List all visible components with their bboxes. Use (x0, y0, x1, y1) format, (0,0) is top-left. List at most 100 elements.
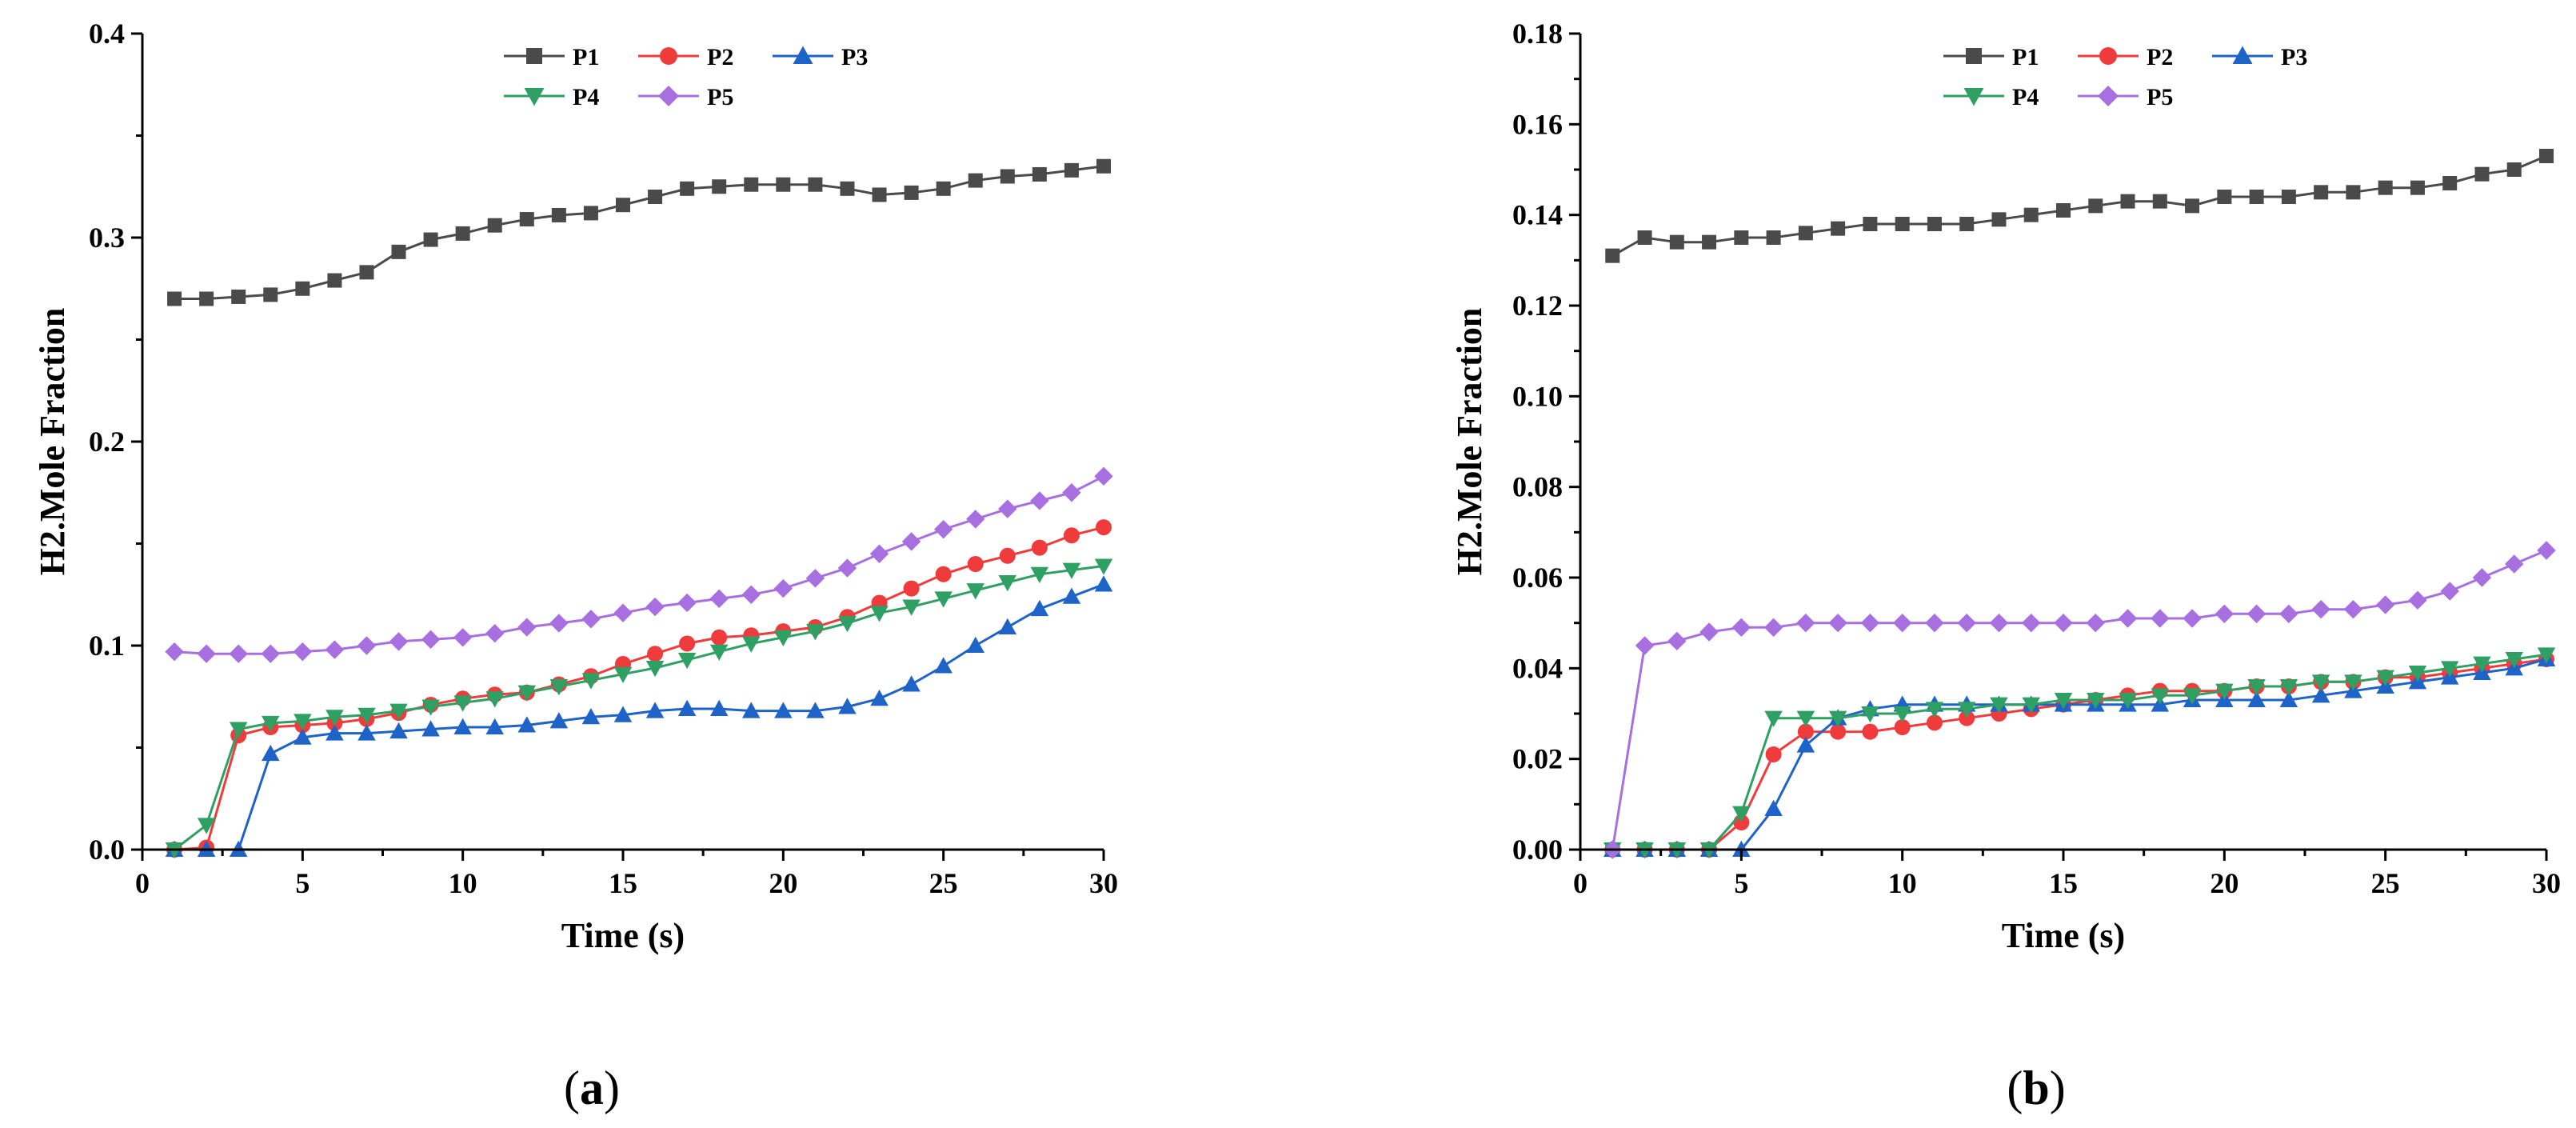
data-point-p3 (2279, 690, 2298, 707)
data-point-p5 (2118, 609, 2138, 628)
data-point-p5 (2086, 613, 2105, 633)
y-tick-label: 0.10 (1512, 380, 1563, 412)
data-point-p5 (1094, 466, 1113, 486)
data-point-p5 (2408, 590, 2427, 610)
data-point-p3 (806, 702, 825, 718)
data-point-p4 (581, 673, 601, 690)
legend-label: P4 (2012, 84, 2039, 110)
data-point-p4 (357, 707, 376, 724)
data-point-p1 (1702, 234, 1717, 250)
data-point-p5 (1925, 613, 1944, 633)
legend-item-p1: P1 (1943, 44, 2039, 70)
data-point-p5 (2537, 541, 2556, 560)
data-point-p1 (2120, 194, 2135, 209)
data-point-p4 (1828, 710, 1847, 727)
data-point-p1 (551, 207, 566, 222)
data-point-p4 (645, 661, 665, 678)
data-point-p2 (1959, 710, 1975, 726)
data-point-p2 (1031, 539, 1048, 556)
data-point-p4 (2247, 679, 2266, 696)
data-point-p5 (2505, 554, 2524, 574)
data-point-p1 (2442, 176, 2458, 190)
legend-marker-p2 (660, 47, 677, 65)
legend-label: P2 (707, 44, 733, 70)
data-point-p3 (2311, 686, 2330, 703)
data-point-p2 (935, 566, 952, 582)
data-point-p1 (2378, 180, 2393, 195)
x-tick-label: 15 (609, 867, 637, 899)
data-point-p4 (2022, 697, 2040, 714)
y-tick-label: 0.3 (89, 222, 125, 254)
y-tick-label: 0.06 (1512, 562, 1563, 594)
data-point-p1 (1096, 158, 1111, 174)
x-axis-title: Time (s) (2002, 916, 2125, 955)
x-tick-label: 0 (1573, 867, 1588, 899)
data-point-p1 (2217, 190, 2232, 204)
data-point-p1 (2506, 162, 2522, 177)
data-point-p5 (581, 610, 601, 629)
data-point-p1 (327, 273, 342, 288)
data-point-p4 (966, 583, 984, 600)
data-point-p4 (2376, 670, 2394, 686)
data-point-p5 (165, 642, 184, 662)
data-point-p4 (549, 679, 569, 696)
data-point-p5 (421, 630, 441, 650)
data-point-p1 (2152, 194, 2167, 209)
data-point-p1 (2281, 190, 2296, 204)
data-point-p2 (903, 580, 920, 597)
data-point-p5 (2472, 568, 2492, 587)
legend-label: P1 (2012, 44, 2039, 70)
x-tick-label: 25 (929, 867, 958, 899)
data-point-p2 (679, 635, 696, 652)
data-point-p1 (616, 198, 630, 213)
series-p1 (167, 158, 1111, 306)
data-point-p2 (1096, 519, 1112, 536)
data-point-p4 (2440, 661, 2459, 678)
data-point-p4 (742, 636, 761, 653)
data-point-p1 (872, 187, 887, 202)
panel-a: 0 5 10 15 20 25 30 0.0 0.1 0.2 0.3 0.4 Time (s) H2.Mo… (33, 18, 1118, 1114)
y-tick-label: 0.02 (1512, 743, 1563, 775)
data-point-p3 (357, 724, 376, 741)
data-point-p5 (2279, 604, 2298, 624)
data-point-p5 (805, 569, 825, 588)
data-point-p5 (1699, 622, 1719, 642)
data-point-p5 (773, 578, 793, 598)
data-point-p1 (776, 177, 791, 192)
legend-label: P4 (573, 84, 599, 110)
y-tick-label: 0.14 (1512, 199, 1563, 231)
data-point-p4 (453, 695, 472, 712)
data-point-p3 (1062, 587, 1081, 604)
data-point-p1 (1959, 217, 1975, 231)
legend-item-p3: P3 (773, 44, 868, 70)
data-point-p1 (295, 281, 310, 296)
data-point-p1 (808, 177, 823, 192)
data-point-p4 (709, 644, 729, 661)
data-point-p4 (2119, 693, 2137, 710)
data-point-p4 (1030, 566, 1049, 583)
data-point-p5 (709, 589, 729, 609)
data-point-p3 (1796, 736, 1815, 753)
data-point-p5 (1731, 618, 1751, 638)
data-point-p1 (1605, 248, 1620, 263)
data-point-p5 (485, 624, 505, 643)
data-point-p1 (2249, 190, 2264, 204)
data-point-p1 (2474, 166, 2490, 182)
data-point-p4 (1094, 558, 1113, 575)
panel-caption: (b) (2007, 1062, 2065, 1114)
data-point-p4 (197, 818, 216, 834)
data-point-p4 (1893, 706, 1911, 723)
data-point-p1 (2314, 185, 2329, 200)
data-point-p1 (359, 265, 374, 280)
data-point-p4 (774, 630, 793, 647)
legend: P1 P2 P3 P4 P5 (504, 44, 868, 110)
data-point-p4 (838, 615, 857, 633)
legend-item-p2: P2 (2078, 44, 2173, 70)
data-point-p5 (549, 614, 569, 633)
y-tick-label: 0.08 (1512, 471, 1563, 503)
data-point-p4 (677, 652, 697, 670)
data-point-p4 (2473, 656, 2491, 673)
legend-marker-p1 (526, 48, 542, 64)
data-point-p1 (2056, 203, 2071, 218)
